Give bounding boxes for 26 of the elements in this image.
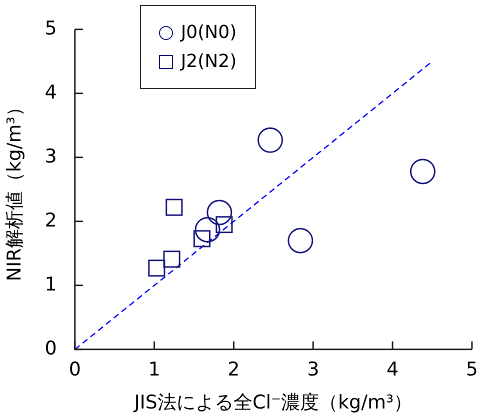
- y-tick-label: 5: [44, 17, 57, 40]
- y-tick-label: 3: [44, 145, 57, 168]
- point: [288, 228, 314, 254]
- x-tick-label: 1: [148, 358, 160, 381]
- point: [148, 260, 166, 277]
- point: [166, 198, 183, 216]
- x-axis-title: JIS法による全Cl⁻濃度（kg/m³）: [133, 392, 413, 414]
- x-tick-label: 5: [466, 358, 478, 381]
- point: [410, 158, 436, 184]
- x-tick-label: 4: [386, 358, 399, 381]
- x-tick-label: 3: [307, 358, 320, 381]
- point: [216, 216, 233, 234]
- point: [163, 250, 180, 268]
- x-tick-label: 2: [228, 358, 240, 381]
- y-tick-label: 0: [44, 337, 57, 360]
- point: [206, 200, 232, 226]
- legend-label: J0(N0): [180, 22, 237, 43]
- y-tick-label: 4: [44, 81, 57, 104]
- y-tick-label: 2: [44, 209, 57, 232]
- y-tick-label: 1: [44, 273, 57, 296]
- point: [257, 127, 283, 153]
- point: [193, 230, 210, 248]
- y-axis-title: NIR解析値（kg/m³）: [3, 98, 26, 282]
- x-tick-label: 0: [68, 358, 81, 381]
- legend-label: J2(N2): [180, 51, 237, 72]
- point: [194, 216, 220, 242]
